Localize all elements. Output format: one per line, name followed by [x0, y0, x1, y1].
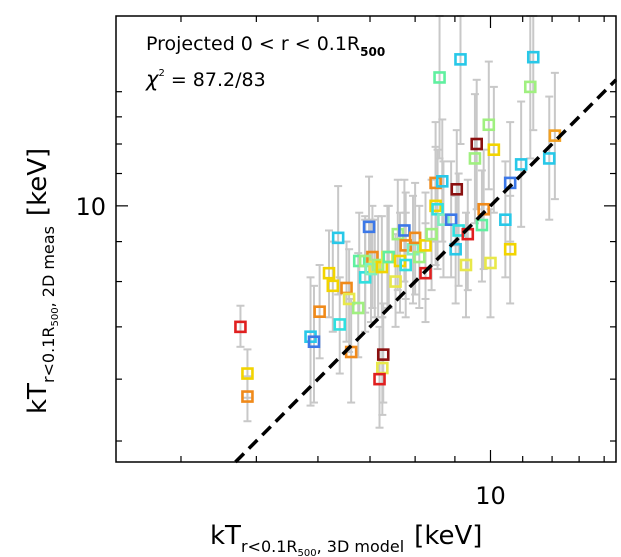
y-axis-label-subsub: 500: [50, 307, 61, 326]
plot-frame: [115, 15, 617, 463]
data-point-58: [484, 256, 497, 270]
data-point-59: [487, 143, 501, 157]
data-point-35: [408, 231, 422, 245]
data-point-5: [313, 305, 326, 318]
annotation-chi-square: χ2 = 87.2/83: [145, 67, 266, 91]
data-point-4: [307, 335, 321, 349]
data-point-29: [391, 227, 405, 241]
y-axis-label-sub: r<0.1R: [39, 327, 58, 384]
data-point-46: [444, 213, 458, 227]
data-point-43: [433, 71, 446, 84]
data-point-8: [326, 279, 340, 293]
data-point-16: [362, 220, 376, 234]
x-axis-label-main: kT: [210, 521, 241, 551]
data-point-47: [449, 242, 462, 256]
data-point-65: [526, 50, 540, 64]
y-axis-label-sub2: , 2D meas: [39, 226, 58, 307]
data-point-49: [450, 183, 464, 196]
x-axis-label-sub: r<0.1R: [241, 537, 298, 556]
data-point-44: [435, 175, 449, 188]
data-point-66: [542, 152, 556, 165]
markers-group: [234, 50, 562, 403]
data-point-2: [241, 390, 254, 403]
data-point-6: [322, 266, 336, 280]
data-point-13: [351, 301, 365, 315]
data-point-28: [389, 275, 402, 288]
data-point-24: [376, 348, 390, 361]
data-point-0: [234, 320, 247, 334]
data-point-60: [499, 213, 512, 227]
annotation-projected-subscript: 500: [360, 45, 385, 59]
y-tick-label-10: 10: [75, 193, 106, 221]
x-axis-label: kTr<0.1R500, 3D model [keV]: [210, 521, 482, 557]
annotation-chi-value: = 87.2/83: [165, 69, 266, 91]
data-point-26: [373, 372, 386, 386]
data-point-38: [419, 266, 432, 280]
data-point-53: [468, 152, 482, 165]
annotation-projected-text: Projected 0 < r < 0.1R: [146, 33, 360, 55]
data-point-54: [470, 137, 484, 151]
data-point-51: [459, 258, 473, 272]
y-axis-label-main: kT: [23, 383, 53, 414]
axis-ticks-group: [116, 16, 616, 462]
y-axis-label: kTr<0.1R500, 2D meas [keV]: [23, 148, 61, 414]
data-point-36: [413, 250, 426, 264]
data-point-62: [503, 242, 517, 256]
annotation-projected: Projected 0 < r < 0.1R500: [146, 33, 385, 59]
data-point-9: [333, 318, 347, 331]
data-point-64: [523, 80, 537, 94]
data-point-40: [429, 176, 442, 190]
annotation-chi-superscript: 2: [158, 68, 164, 79]
data-point-1: [241, 367, 254, 380]
data-point-12: [342, 292, 356, 306]
data-point-63: [514, 158, 528, 171]
data-point-34: [406, 242, 420, 256]
data-point-41: [429, 199, 442, 213]
x-axis-label-sub2: , 3D model: [317, 537, 405, 556]
data-point-31: [398, 224, 411, 237]
y-axis-label-unit: [keV]: [23, 148, 53, 216]
annotation-chi-symbol: χ: [145, 67, 160, 91]
data-point-55: [475, 218, 489, 232]
data-point-39: [425, 227, 438, 241]
data-point-57: [482, 118, 496, 132]
x-axis-label-unit: [keV]: [414, 521, 482, 551]
data-point-7: [331, 231, 345, 245]
one-to-one-reference-line: [234, 78, 618, 464]
data-point-50: [454, 53, 467, 66]
data-point-45: [437, 213, 450, 227]
x-tick-label-10: 10: [475, 482, 506, 510]
data-point-33: [399, 258, 412, 272]
x-axis-label-subsub: 500: [298, 548, 317, 557]
